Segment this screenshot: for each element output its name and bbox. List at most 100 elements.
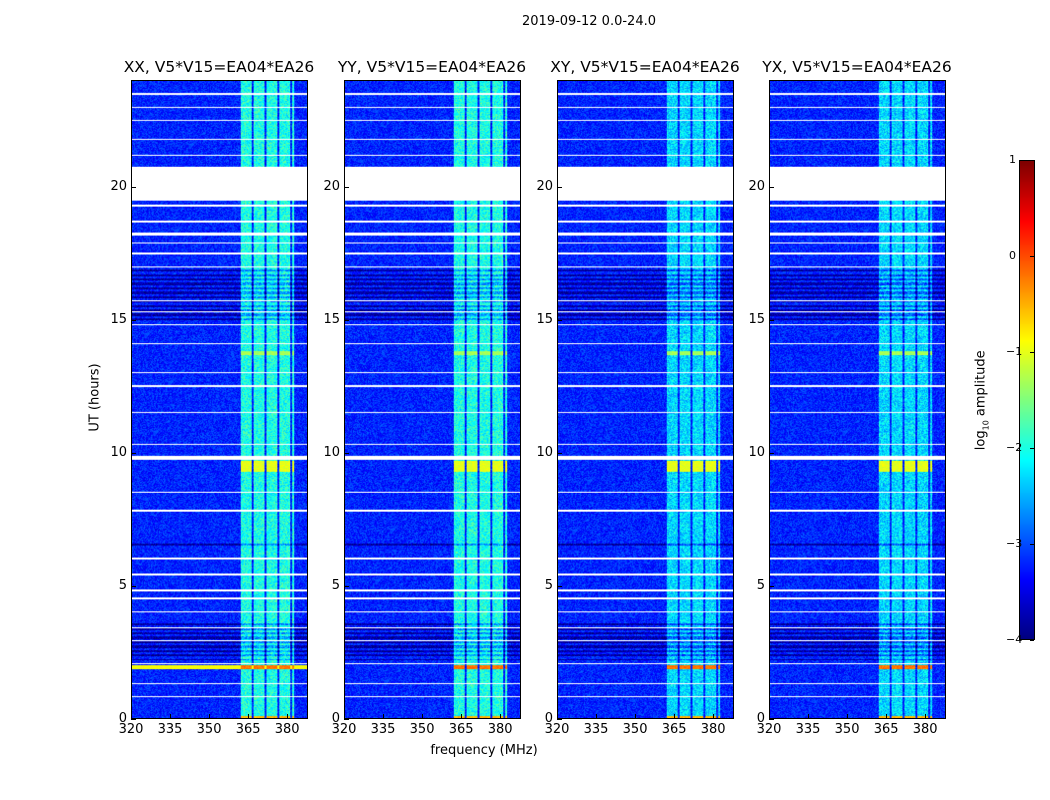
x-tick-mark [170,714,172,719]
heatmap-image [558,81,733,718]
y-tick-mark [344,585,349,587]
heatmap-panel-yy [344,80,521,719]
y-tick-mark [557,186,562,188]
colorbar-tick-label: −3 [1006,537,1023,550]
x-tick-label: 320 [756,722,782,737]
y-tick-mark [769,719,774,720]
x-tick-mark [769,714,770,719]
y-tick-label: 20 [323,178,340,194]
y-tick-label: 5 [118,577,127,593]
y-tick-mark [344,319,349,321]
y-tick-mark [344,719,349,720]
y-tick-mark [131,319,136,321]
x-tick-label: 320 [118,722,144,737]
y-tick-label: 5 [331,577,340,593]
x-tick-label: 365 [448,722,474,737]
x-tick-mark [461,714,463,719]
y-tick-mark [557,319,562,321]
y-tick-label: 10 [536,444,553,460]
heatmap-image [132,81,307,718]
colorbar-tick-label: −1 [1006,345,1023,358]
x-tick-mark [596,714,598,719]
y-tick-label: 15 [536,311,553,327]
heatmap-image [770,81,945,718]
panel-title: YX, V5*V15=EA04*EA26 [762,58,952,76]
y-tick-label: 5 [756,577,765,593]
colorbar-tick-mark [1030,544,1034,545]
x-tick-mark [886,714,888,719]
colorbar-tick-mark [1030,640,1034,641]
x-tick-label: 350 [409,722,435,737]
y-tick-mark [557,719,562,720]
y-tick-mark [769,585,774,587]
x-tick-mark [500,714,502,719]
x-tick-label: 365 [661,722,687,737]
colorbar [1019,160,1035,640]
y-tick-label: 0 [756,711,765,726]
x-tick-mark [131,714,132,719]
y-tick-label: 20 [110,178,127,194]
y-tick-label: 20 [748,178,765,194]
panel-title: XX, V5*V15=EA04*EA26 [123,58,315,76]
y-tick-mark [769,452,774,454]
x-tick-mark [847,714,849,719]
y-tick-mark [344,186,349,188]
y-tick-mark [131,186,136,188]
colorbar-tick-mark [1030,160,1034,161]
y-tick-mark [557,452,562,454]
x-tick-mark [635,714,637,719]
y-tick-mark [769,186,774,188]
y-tick-label: 10 [110,444,127,460]
y-tick-mark [131,452,136,454]
x-tick-mark [925,714,927,719]
colorbar-tick-label: −4 [1006,633,1023,646]
colorbar-tick-mark [1030,448,1034,449]
colorbar-tick-mark [1030,256,1034,257]
y-tick-label: 10 [323,444,340,460]
y-tick-label: 0 [118,711,127,726]
y-tick-mark [769,319,774,321]
x-axis-label: frequency (MHz) [430,743,538,758]
figure-title: 2019-09-12 0.0-24.0 [522,14,656,29]
heatmap-image [345,81,520,718]
colorbar-tick-label: 1 [1009,153,1016,166]
x-tick-mark [209,714,211,719]
x-tick-mark [422,714,424,719]
colorbar-tick-label: −2 [1006,441,1023,454]
y-axis-label: UT (hours) [87,363,103,432]
x-tick-mark [383,714,385,719]
x-tick-mark [344,714,345,719]
panel-title: YY, V5*V15=EA04*EA26 [337,58,527,76]
x-tick-label: 320 [544,722,570,737]
x-tick-label: 320 [331,722,357,737]
x-tick-mark [713,714,715,719]
y-tick-label: 0 [544,711,553,726]
x-tick-label: 380 [487,722,513,737]
heatmap-panel-xx [131,80,308,719]
colorbar-tick-mark [1030,352,1034,353]
y-tick-label: 15 [110,311,127,327]
y-tick-label: 0 [331,711,340,726]
x-tick-mark [674,714,676,719]
x-tick-mark [248,714,250,719]
y-tick-mark [557,585,562,587]
x-tick-mark [808,714,810,719]
x-tick-label: 365 [873,722,899,737]
y-tick-label: 5 [544,577,553,593]
x-tick-label: 350 [622,722,648,737]
x-tick-label: 335 [370,722,396,737]
x-tick-label: 380 [912,722,938,737]
colorbar-label: log10 amplitude [973,350,991,451]
y-tick-mark [131,719,136,720]
y-tick-label: 20 [536,178,553,194]
x-tick-label: 335 [795,722,821,737]
y-tick-label: 15 [748,311,765,327]
x-tick-label: 350 [834,722,860,737]
y-tick-mark [131,585,136,587]
heatmap-panel-xy [557,80,734,719]
x-tick-label: 365 [235,722,261,737]
heatmap-panel-yx [769,80,946,719]
colorbar-tick-label: 0 [1009,249,1016,262]
x-tick-label: 335 [583,722,609,737]
